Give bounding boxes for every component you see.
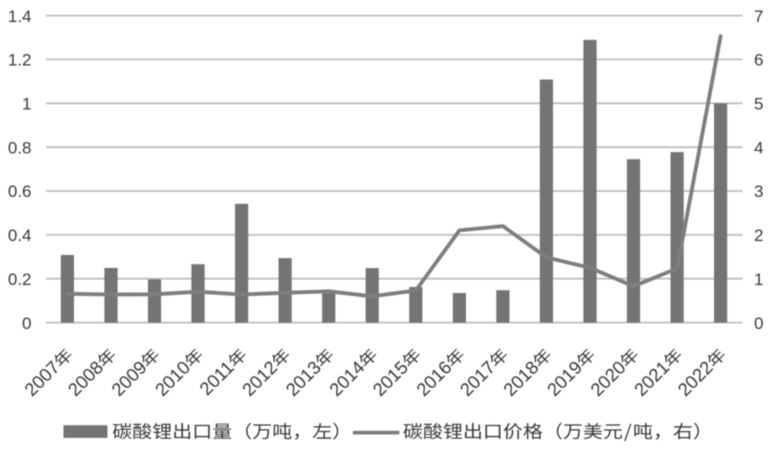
- svg-text:0.2: 0.2: [8, 270, 32, 289]
- svg-text:2011: 2011: [195, 357, 238, 400]
- svg-text:1: 1: [22, 95, 31, 114]
- svg-text:2013: 2013: [281, 357, 325, 401]
- svg-text:1.2: 1.2: [8, 51, 32, 70]
- svg-text:2019: 2019: [543, 357, 587, 401]
- svg-text:0.8: 0.8: [8, 138, 32, 157]
- svg-text:2016: 2016: [412, 357, 456, 401]
- svg-text:0: 0: [754, 314, 763, 333]
- svg-text:3: 3: [754, 182, 763, 201]
- svg-text:2007: 2007: [20, 357, 64, 401]
- svg-text:0: 0: [22, 314, 31, 333]
- svg-text:2014: 2014: [325, 357, 369, 401]
- svg-text:7: 7: [754, 7, 763, 26]
- svg-text:2022: 2022: [673, 357, 717, 401]
- svg-text:2020: 2020: [586, 357, 630, 401]
- svg-text:4: 4: [754, 138, 763, 157]
- svg-text:2012: 2012: [238, 357, 282, 401]
- svg-text:5: 5: [754, 95, 763, 114]
- svg-text:2009: 2009: [107, 357, 151, 401]
- svg-text:2008: 2008: [63, 357, 107, 401]
- svg-text:2010: 2010: [151, 357, 195, 401]
- svg-text:2017: 2017: [455, 357, 499, 401]
- svg-text:0.6: 0.6: [8, 182, 32, 201]
- svg-text:2018: 2018: [499, 357, 543, 401]
- svg-text:6: 6: [754, 51, 763, 70]
- svg-text:2021: 2021: [630, 357, 674, 401]
- svg-text:2: 2: [754, 226, 763, 245]
- svg-text:1.4: 1.4: [8, 7, 32, 26]
- svg-text:2015: 2015: [368, 357, 412, 401]
- svg-text:0.4: 0.4: [8, 226, 32, 245]
- svg-text:1: 1: [754, 270, 763, 289]
